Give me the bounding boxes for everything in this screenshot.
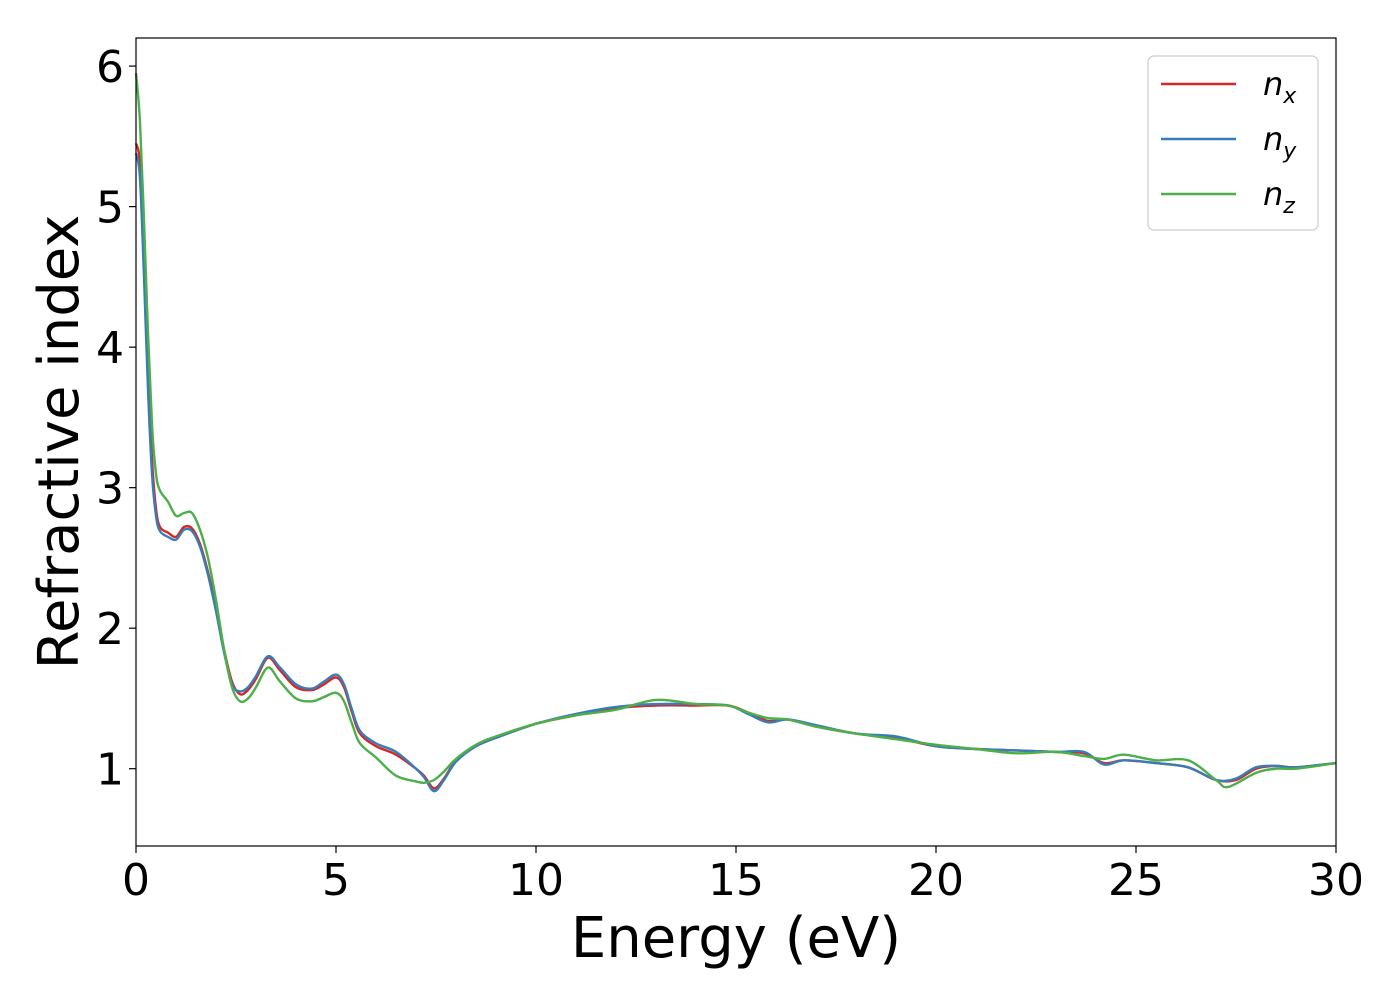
legend-box [1147, 55, 1319, 231]
x-tick-label: 0 [122, 855, 150, 906]
x-tick-label: 5 [322, 855, 350, 906]
x-tick-label: 30 [1308, 855, 1364, 906]
y-tick-label: 6 [96, 42, 124, 93]
y-tick-label: 5 [96, 183, 124, 234]
series-line-nx [134, 143, 1337, 790]
x-axis-title: Energy (eV) [571, 906, 901, 971]
y-axis-title: Refractive index [27, 215, 92, 670]
series-line-ny [134, 152, 1337, 793]
x-tick-label: 10 [508, 855, 564, 906]
y-axis-ticks: 1 2 3 4 5 6 [96, 42, 136, 796]
x-tick-label: 20 [908, 855, 964, 906]
y-tick-label: 2 [96, 604, 124, 655]
series-line-nz [134, 72, 1337, 789]
y-tick-label: 1 [96, 745, 124, 796]
x-tick-label: 15 [708, 855, 764, 906]
y-tick-label: 3 [96, 464, 124, 515]
x-tick-label: 25 [1108, 855, 1164, 906]
series-layer [134, 72, 1337, 793]
x-axis-ticks: 0 5 10 15 20 25 30 [122, 846, 1364, 906]
y-tick-label: 4 [96, 323, 124, 374]
